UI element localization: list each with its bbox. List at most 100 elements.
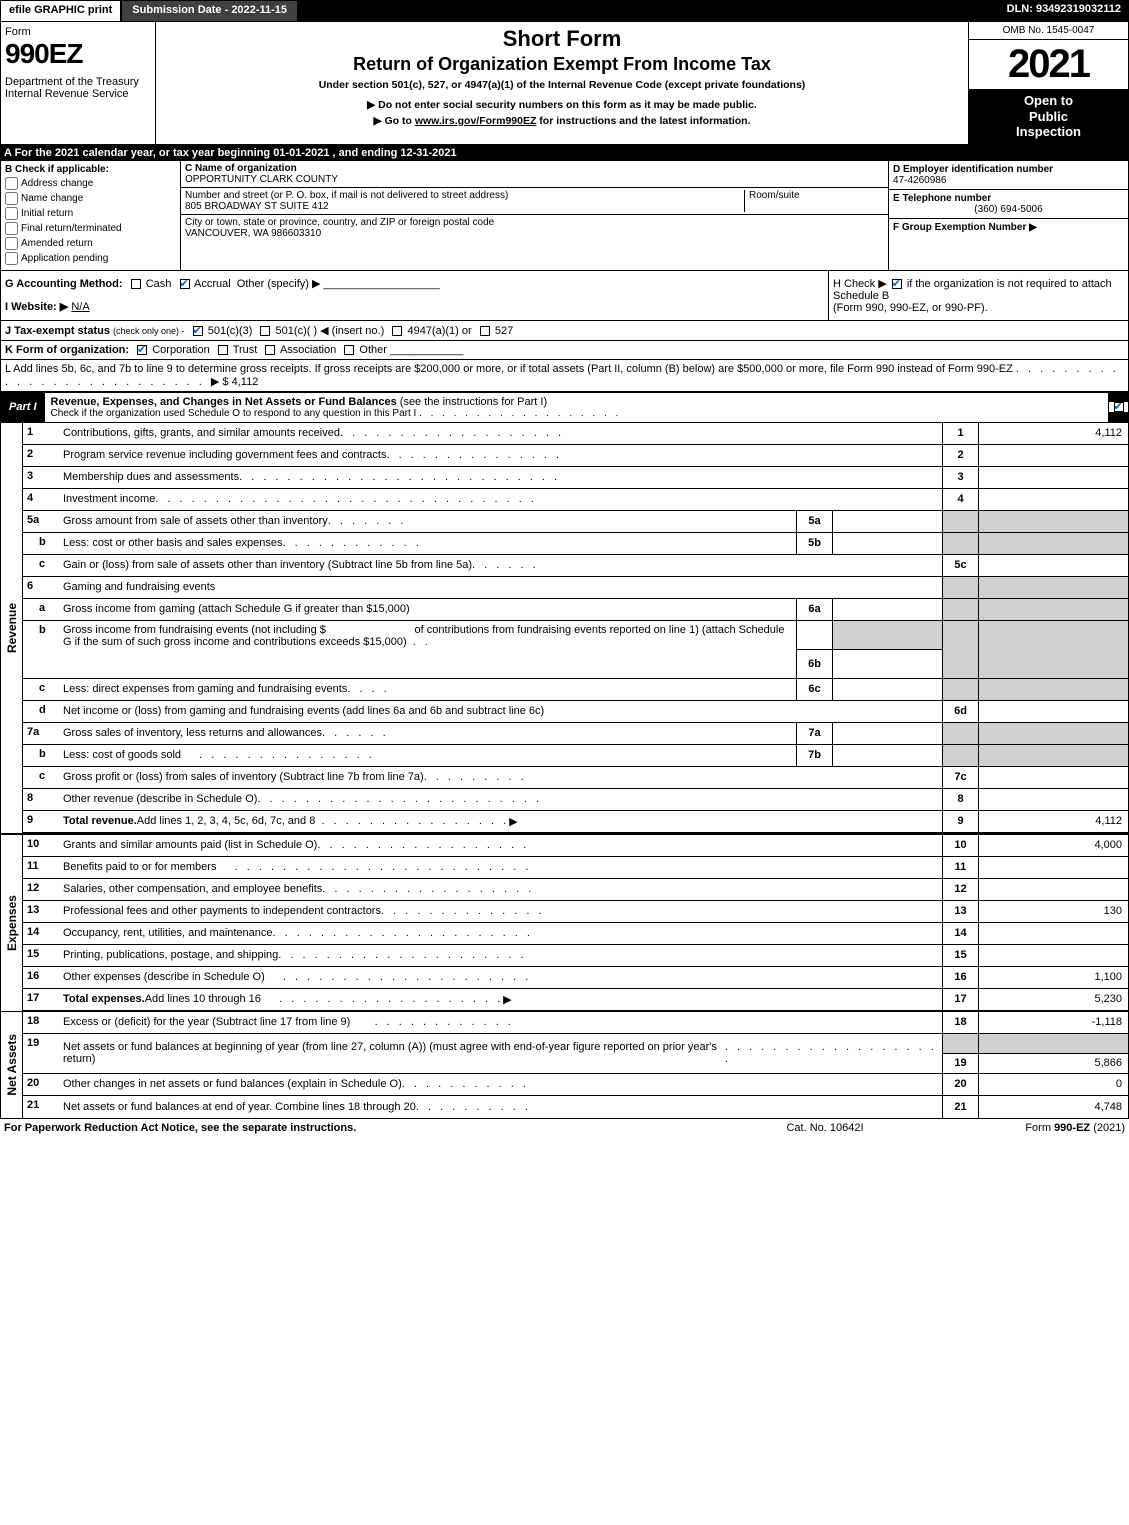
line-20: 20Other changes in net assets or fund ba… [23,1074,1128,1096]
submission-date-button[interactable]: Submission Date - 2022-11-15 [121,0,298,22]
c-name-label: C Name of organization [185,163,297,174]
j-note: (check only one) - [113,326,185,336]
j-label: J Tax-exempt status [5,325,110,337]
line-6d: dNet income or (loss) from gaming and fu… [23,701,1128,723]
header-right: OMB No. 1545-0047 2021 Open to Public In… [968,22,1128,144]
expenses-table: Expenses 10Grants and similar amounts pa… [0,833,1129,1011]
row-l: L Add lines 5b, 6c, and 7b to line 9 to … [0,360,1129,392]
line-5b: bLess: cost or other basis and sales exp… [23,533,1128,555]
net-assets-table: Net Assets 18Excess or (deficit) for the… [0,1011,1129,1119]
check-initial-return[interactable]: Initial return [5,207,176,220]
form-word: Form [5,26,151,38]
line-2: 2Program service revenue including gover… [23,445,1128,467]
line-17: 17Total expenses. Add lines 10 through 1… [23,989,1128,1011]
expenses-label: Expenses [1,835,23,1011]
j-501c-check[interactable] [260,326,270,336]
part-i-tag: Part I [1,398,45,416]
section-g-i: G Accounting Method: Cash Accrual Other … [1,271,828,320]
line-7c: cGross profit or (loss) from sales of in… [23,767,1128,789]
j-501c3-label: 501(c)(3) [208,325,253,337]
k-label: K Form of organization: [5,344,129,356]
j-527-check[interactable] [480,326,490,336]
j-527-label: 527 [495,325,513,337]
line-10: 10Grants and similar amounts paid (list … [23,835,1128,857]
line-16: 16Other expenses (describe in Schedule O… [23,967,1128,989]
line-4: 4Investment income . . . . . . . . . . .… [23,489,1128,511]
g-cash-label: Cash [146,278,172,290]
line-15: 15Printing, publications, postage, and s… [23,945,1128,967]
net-assets-label: Net Assets [1,1012,23,1118]
org-name: OPPORTUNITY CLARK COUNTY [185,174,338,185]
row-j: J Tax-exempt status (check only one) - 5… [0,321,1129,341]
k-assoc-check[interactable] [265,345,275,355]
header-mid: Short Form Return of Organization Exempt… [156,22,968,144]
check-name-change[interactable]: Name change [5,192,176,205]
line-8: 8Other revenue (describe in Schedule O) … [23,789,1128,811]
k-other-label: Other [359,344,387,356]
j-501c3-check[interactable] [193,326,203,336]
check-final-return[interactable]: Final return/terminated [5,222,176,235]
title-short-form: Short Form [162,26,962,52]
check-address-change[interactable]: Address change [5,177,176,190]
line-18: 18Excess or (deficit) for the year (Subt… [23,1012,1128,1034]
goto-pre: ▶ Go to [374,115,415,127]
footer-cat-no: Cat. No. 10642I [725,1122,925,1134]
line-11: 11Benefits paid to or for members . . . … [23,857,1128,879]
g-cash-check[interactable] [131,279,141,289]
h-line2: (Form 990, 990-EZ, or 990-PF). [833,302,988,314]
check-application-pending[interactable]: Application pending [5,252,176,265]
open-to-public: Open to Public Inspection [969,89,1128,144]
org-city: VANCOUVER, WA 986603310 [185,228,321,239]
page-footer: For Paperwork Reduction Act Notice, see … [0,1119,1129,1137]
row-a-tax-year: A For the 2021 calendar year, or tax yea… [0,145,1129,161]
line-1: 1Contributions, gifts, grants, and simil… [23,423,1128,445]
line-6: 6Gaming and fundraising events [23,577,1128,599]
section-b-c-def: B Check if applicable: Address change Na… [0,161,1129,271]
e-phone-value: (360) 694-5006 [893,204,1124,215]
line-6b: bGross income from fundraising events (n… [23,621,1128,679]
title-return: Return of Organization Exempt From Incom… [162,54,962,75]
k-corp-check[interactable] [137,345,147,355]
i-website-label: I Website: ▶ [5,301,68,313]
h-check[interactable] [892,279,902,289]
g-other-label: Other (specify) ▶ [237,278,321,290]
goto-post: for instructions and the latest informat… [536,115,750,127]
k-trust-check[interactable] [218,345,228,355]
check-amended-return[interactable]: Amended return [5,237,176,250]
part-i-header: Part I Revenue, Expenses, and Changes in… [0,392,1129,423]
footer-paperwork: For Paperwork Reduction Act Notice, see … [4,1122,725,1134]
c-street-label: Number and street (or P. O. box, if mail… [185,190,508,201]
line-19: 19Net assets or fund balances at beginni… [23,1034,1128,1074]
h-pre: H Check ▶ [833,278,890,290]
g-accrual-check[interactable] [180,279,190,289]
header-left: Form 990EZ Department of the Treasury In… [1,22,156,144]
subtitle-section: Under section 501(c), 527, or 4947(a)(1)… [162,79,962,91]
section-b: B Check if applicable: Address change Na… [1,161,181,270]
section-c: C Name of organization OPPORTUNITY CLARK… [181,161,888,270]
omb-number: OMB No. 1545-0047 [969,22,1128,40]
subtitle-goto: ▶ Go to www.irs.gov/Form990EZ for instru… [162,115,962,127]
irs-link[interactable]: www.irs.gov/Form990EZ [415,115,537,127]
row-g-h: G Accounting Method: Cash Accrual Other … [0,271,1129,321]
line-5a: 5aGross amount from sale of assets other… [23,511,1128,533]
line-6a: aGross income from gaming (attach Schedu… [23,599,1128,621]
l-value: ▶ $ 4,112 [211,376,258,388]
room-suite-label: Room/suite [744,190,884,212]
efile-print-button[interactable]: efile GRAPHIC print [0,0,121,22]
line-6c: cLess: direct expenses from gaming and f… [23,679,1128,701]
d-ein-label: D Employer identification number [893,164,1053,175]
part-i-schedule-o-check[interactable] [1114,402,1124,412]
f-group-label: F Group Exemption Number ▶ [893,222,1037,233]
line-5c: cGain or (loss) from sale of assets othe… [23,555,1128,577]
form-number: 990EZ [5,38,151,70]
k-other-check[interactable] [344,345,354,355]
k-assoc-label: Association [280,344,336,356]
b-title: B Check if applicable: [5,164,176,175]
g-accrual-label: Accrual [194,278,231,290]
c-city-label: City or town, state or province, country… [185,217,494,228]
j-4947-check[interactable] [392,326,402,336]
department-label: Department of the Treasury Internal Reve… [5,76,151,100]
line-3: 3Membership dues and assessments . . . .… [23,467,1128,489]
line-12: 12Salaries, other compensation, and empl… [23,879,1128,901]
d-ein-value: 47-4260986 [893,175,946,186]
